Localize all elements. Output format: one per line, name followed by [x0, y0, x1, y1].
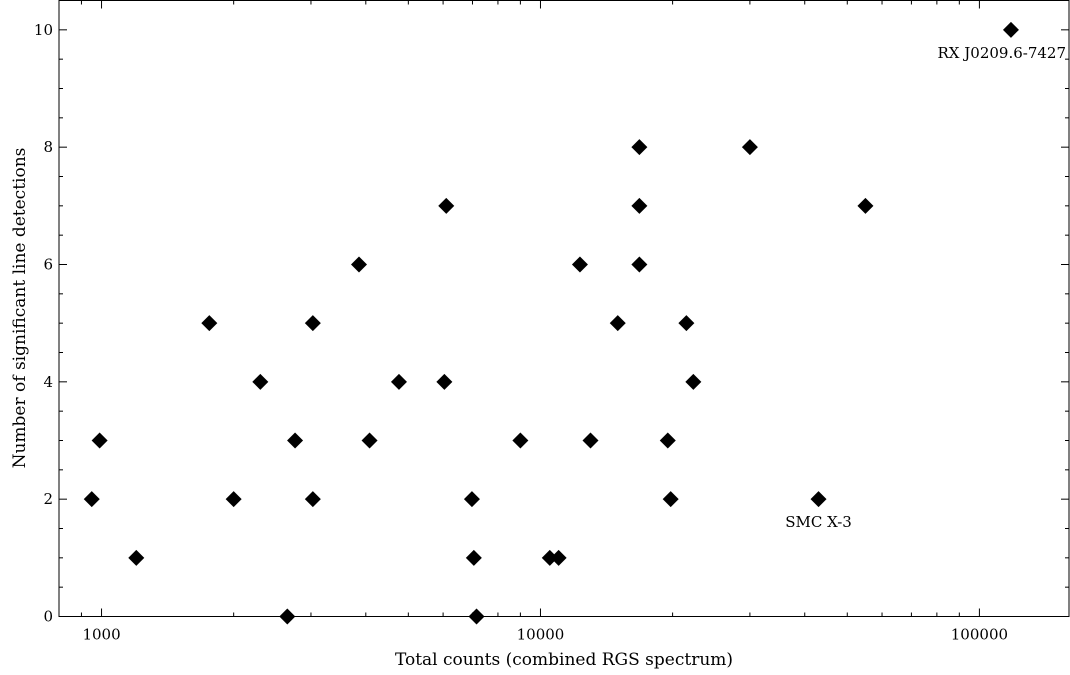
- data-point: [201, 315, 218, 332]
- axis-ticks: [59, 0, 1069, 617]
- point-label: SMC X-3: [785, 513, 852, 531]
- y-tick-label: 10: [34, 21, 53, 39]
- data-point: [91, 432, 108, 449]
- data-point: [287, 432, 304, 449]
- data-point: [659, 432, 676, 449]
- y-tick-label: 4: [43, 373, 53, 391]
- data-point: [465, 549, 482, 566]
- data-point: [662, 491, 679, 508]
- data-point: [304, 491, 321, 508]
- y-tick-label: 6: [43, 256, 53, 274]
- data-point: [512, 432, 529, 449]
- data-point: [304, 315, 321, 332]
- x-tick-label: 1000: [82, 626, 120, 644]
- data-point: [685, 373, 702, 390]
- data-point: [857, 197, 874, 214]
- y-axis-title: Number of significant line detections: [10, 148, 30, 469]
- data-points: [83, 21, 1019, 625]
- point-label: RX J0209.6-7427: [938, 44, 1066, 62]
- data-point: [741, 139, 758, 156]
- data-point: [810, 491, 827, 508]
- data-point: [550, 549, 567, 566]
- tick-labels: 1000 10000 100000 0 2 4 6 8 10: [34, 21, 1008, 644]
- data-point: [361, 432, 378, 449]
- data-point: [631, 256, 648, 273]
- point-annotations: SMC X-3 RX J0209.6-7427: [785, 44, 1066, 531]
- data-point: [279, 608, 296, 625]
- y-tick-label: 0: [43, 608, 53, 626]
- y-tick-label: 2: [43, 490, 53, 508]
- data-point: [1002, 21, 1019, 38]
- data-point: [128, 549, 145, 566]
- x-tick-label: 10000: [517, 626, 565, 644]
- x-tick-label: 100000: [951, 626, 1008, 644]
- data-point: [351, 256, 368, 273]
- data-point: [436, 373, 453, 390]
- data-point: [582, 432, 599, 449]
- x-axis-title: Total counts (combined RGS spectrum): [395, 650, 733, 670]
- data-point: [631, 139, 648, 156]
- data-point: [390, 373, 407, 390]
- data-point: [631, 197, 648, 214]
- data-point: [609, 315, 626, 332]
- data-point: [571, 256, 588, 273]
- plot-frame: [58, 0, 1070, 617]
- data-point: [225, 491, 242, 508]
- data-point: [468, 608, 485, 625]
- data-point: [541, 549, 558, 566]
- data-point: [252, 373, 269, 390]
- data-point: [83, 491, 100, 508]
- y-tick-label: 8: [43, 138, 53, 156]
- data-point: [463, 491, 480, 508]
- data-point: [438, 197, 455, 214]
- data-point: [678, 315, 695, 332]
